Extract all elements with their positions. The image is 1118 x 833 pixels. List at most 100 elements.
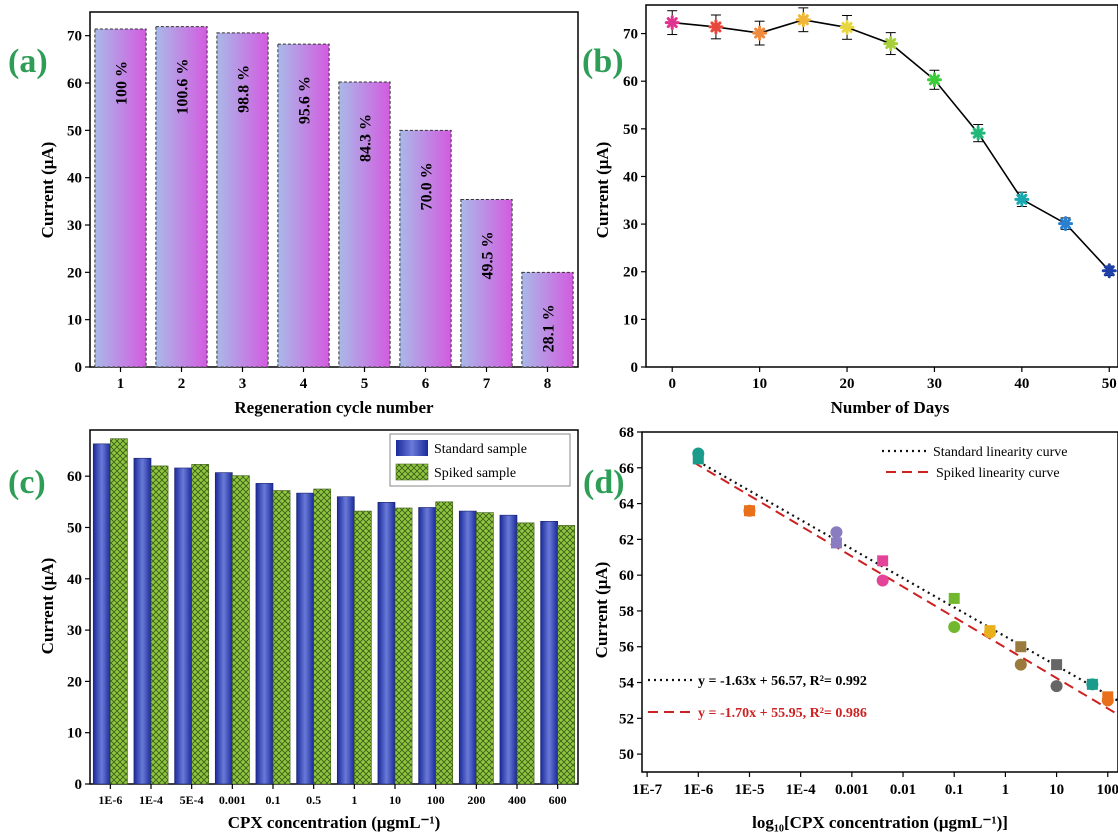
x-tick-label: 0 bbox=[668, 376, 676, 392]
equation-standard: y = -1.63x + 56.57, R²= 0.992 bbox=[698, 674, 867, 689]
y-tick-label: 62 bbox=[619, 532, 634, 548]
panel-d-ylabel: Current (μA) bbox=[592, 562, 611, 659]
bar-standard bbox=[174, 467, 192, 785]
legend-swatch-spiked bbox=[395, 463, 429, 481]
y-tick-label: 40 bbox=[67, 572, 82, 588]
x-tick-label: 3 bbox=[239, 376, 247, 392]
data-point-circle bbox=[948, 621, 961, 634]
y-tick-label: 30 bbox=[623, 217, 638, 233]
x-tick-label: 50 bbox=[1102, 376, 1117, 392]
y-tick-label: 50 bbox=[67, 123, 82, 139]
panel-d: 1E-7 1E-6 1E-5 1E-4 0.001 0.01 0.1 1 10 100 50 52 54… bbox=[583, 425, 1118, 832]
bar-spiked bbox=[150, 465, 169, 785]
bar-standard bbox=[255, 483, 274, 785]
x-tick-label: 4 bbox=[300, 376, 308, 392]
panel-b-ylabel: Current (μA) bbox=[593, 142, 612, 239]
y-tick-label: 0 bbox=[75, 360, 83, 376]
y-tick-label: 40 bbox=[623, 169, 638, 185]
panel-c-ticks: 1E-6 1E-4 5E-4 0.001 0.1 0.5 1 10 100 200 400 600 0 1… bbox=[67, 469, 567, 807]
panel-a-ylabel: Current (μA) bbox=[38, 142, 57, 239]
bar-spiked bbox=[354, 510, 372, 785]
data-point-circle bbox=[876, 574, 889, 587]
x-tick-label: 0.001 bbox=[835, 782, 869, 798]
y-tick-label: 60 bbox=[67, 76, 82, 92]
bar-spiked bbox=[394, 507, 413, 785]
bar-label: 100 % bbox=[114, 61, 131, 105]
panel-a-xlabel: Regeneration cycle number bbox=[234, 398, 434, 417]
x-tick-label: 1 bbox=[117, 376, 125, 392]
x-tick-label: 10 bbox=[1049, 782, 1064, 798]
panel-b-frame bbox=[645, 4, 1118, 368]
panel-a-ticks: 1 2 3 4 5 6 7 8 0 10 20 30 40 50 60 70 bbox=[67, 29, 551, 392]
legend-label-spiked-curve: Spiked linearity curve bbox=[936, 466, 1060, 481]
y-tick-label: 20 bbox=[67, 265, 82, 281]
data-point-square bbox=[830, 537, 842, 549]
data-point-circle bbox=[830, 526, 843, 539]
x-tick-label: 8 bbox=[544, 376, 552, 392]
panel-d-xlabel: log₁₀[CPX concentration (μgmL⁻¹)] bbox=[752, 813, 1008, 832]
y-tick-label: 52 bbox=[619, 711, 634, 727]
data-point-square bbox=[1015, 641, 1027, 653]
legend-swatch-standard bbox=[396, 440, 428, 456]
panel-b-ticks: 0 10 20 30 40 50 0 10 20 30 40 50 60 70 bbox=[623, 27, 1117, 392]
x-tick-label: 600 bbox=[549, 793, 567, 807]
data-point-circle bbox=[1101, 694, 1114, 707]
data-point bbox=[970, 125, 986, 141]
bar-label: 84.3 % bbox=[358, 114, 375, 162]
x-tick-label: 5 bbox=[361, 376, 369, 392]
y-tick-label: 60 bbox=[67, 469, 82, 485]
data-point bbox=[664, 15, 680, 31]
y-tick-label: 20 bbox=[623, 265, 638, 281]
data-point bbox=[883, 36, 899, 52]
panel-c: 1E-6 1E-4 5E-4 0.001 0.1 0.5 1 10 100 200 400 600 0 1… bbox=[8, 429, 579, 832]
data-point-circle bbox=[1014, 658, 1027, 671]
data-point bbox=[1058, 216, 1074, 232]
bar-standard bbox=[377, 502, 396, 785]
y-tick-label: 20 bbox=[67, 674, 82, 690]
panel-c-bars bbox=[92, 438, 576, 785]
bar-standard bbox=[92, 443, 111, 785]
x-tick-label: 1 bbox=[351, 793, 357, 807]
bar-spiked bbox=[232, 475, 250, 785]
y-tick-label: 68 bbox=[619, 425, 634, 441]
x-tick-label: 20 bbox=[840, 376, 855, 392]
x-tick-label: 1E-6 bbox=[98, 793, 122, 807]
x-tick-label: 0.1 bbox=[945, 782, 964, 798]
data-point bbox=[752, 25, 768, 41]
series-line bbox=[672, 18, 1110, 272]
x-tick-label: 0.5 bbox=[306, 793, 321, 807]
x-tick-label: 0.001 bbox=[219, 793, 246, 807]
bar-spiked bbox=[110, 438, 128, 785]
bar-standard bbox=[296, 492, 314, 785]
panel-c-legend: Standard sample Spiked sample bbox=[389, 433, 571, 487]
bar bbox=[277, 43, 330, 368]
bar-standard bbox=[133, 457, 152, 785]
y-tick-label: 50 bbox=[619, 747, 634, 763]
bar-label: 28.1 % bbox=[541, 304, 558, 352]
y-tick-label: 70 bbox=[623, 27, 638, 43]
x-tick-label: 10 bbox=[752, 376, 767, 392]
y-tick-label: 50 bbox=[623, 122, 638, 138]
y-tick-label: 58 bbox=[619, 604, 634, 620]
y-tick-label: 10 bbox=[67, 313, 82, 329]
data-point-square bbox=[1051, 659, 1063, 671]
bar-label: 98.8 % bbox=[236, 65, 253, 113]
data-point bbox=[708, 19, 724, 35]
panel-a-frame bbox=[89, 11, 579, 368]
panel-d-plot bbox=[692, 447, 1118, 716]
panel-a-label: (a) bbox=[8, 43, 48, 80]
bar bbox=[155, 26, 208, 368]
x-tick-label: 400 bbox=[508, 793, 526, 807]
bar-spiked bbox=[557, 525, 576, 785]
legend-label-spiked: Spiked sample bbox=[434, 466, 516, 481]
bar-standard bbox=[418, 507, 436, 785]
x-tick-label: 1E-5 bbox=[734, 782, 764, 798]
bar bbox=[338, 81, 391, 368]
panel-b-label: (b) bbox=[582, 43, 624, 80]
data-point bbox=[1014, 191, 1030, 207]
bar-spiked bbox=[313, 488, 332, 785]
bar-standard bbox=[336, 496, 355, 785]
panel-c-xlabel: CPX concentration (μgmL⁻¹) bbox=[228, 813, 441, 832]
panel-d-legend: Standard linearity curve Spiked linearit… bbox=[882, 445, 1068, 481]
